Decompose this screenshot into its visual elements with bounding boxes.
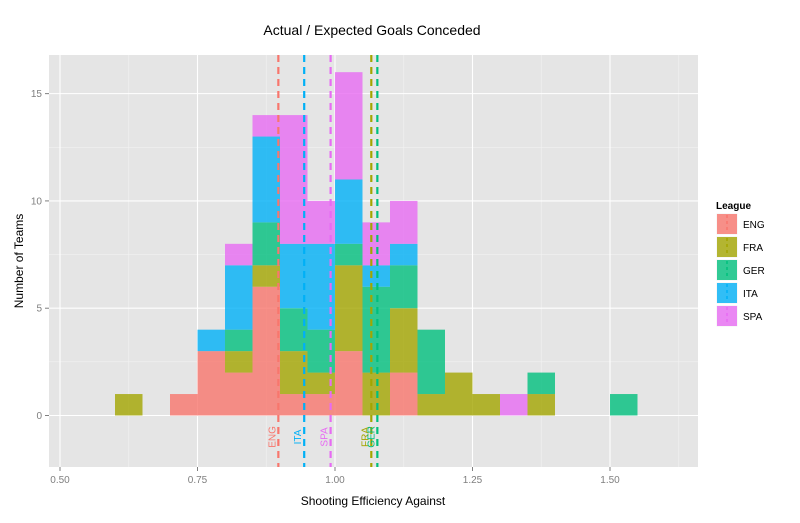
bar-ger — [252, 222, 280, 266]
bars — [115, 72, 638, 416]
bar-ger — [610, 394, 638, 416]
bar-spa — [500, 394, 528, 416]
legend-label-spa: SPA — [743, 312, 763, 323]
bar-eng — [170, 394, 198, 416]
x-tick-label: 1.00 — [325, 475, 345, 486]
bar-fra — [390, 308, 418, 373]
mean-line-label-ita: ITA — [293, 429, 304, 444]
bar-spa — [335, 72, 363, 180]
bar-eng — [280, 394, 308, 416]
bar-eng — [390, 372, 418, 416]
bar-spa — [225, 243, 253, 266]
bar-fra — [280, 351, 308, 395]
mean-line-label-ger: GER — [366, 426, 377, 448]
bar-ita — [390, 243, 418, 266]
bar-ger — [527, 372, 555, 395]
bar-ger — [280, 308, 308, 352]
bar-ita — [225, 265, 253, 330]
bar-fra — [417, 394, 445, 416]
y-tick-label: 15 — [31, 89, 43, 100]
bar-ita — [197, 329, 225, 352]
legend-label-eng: ENG — [743, 220, 765, 231]
bar-eng — [335, 351, 363, 416]
bar-fra — [445, 372, 473, 416]
x-tick-label: 1.50 — [600, 475, 620, 486]
bar-fra — [472, 394, 500, 416]
bar-ger — [225, 329, 253, 352]
bar-eng — [307, 394, 335, 416]
bar-fra — [252, 265, 280, 287]
x-tick-label: 1.25 — [463, 475, 483, 486]
x-axis-title: Shooting Efficiency Against — [301, 494, 446, 508]
x-tick-label: 0.75 — [188, 475, 208, 486]
legend-label-ger: GER — [743, 266, 765, 277]
bar-spa — [280, 115, 308, 244]
legend: League ENG FRA GER ITA SPA — [715, 201, 765, 328]
bar-ger — [417, 329, 445, 395]
y-tick-label: 10 — [31, 196, 43, 207]
bar-spa — [252, 115, 280, 137]
bar-spa — [390, 200, 418, 244]
mean-line-label-eng: ENG — [267, 426, 278, 448]
bar-ita — [252, 136, 280, 223]
mean-line-label-spa: SPA — [320, 427, 331, 447]
chart-title: Actual / Expected Goals Conceded — [263, 22, 480, 38]
legend-title: League — [716, 201, 751, 212]
bar-fra — [307, 372, 335, 395]
bar-fra — [527, 394, 555, 416]
y-axis-title: Number of Teams — [12, 214, 26, 308]
bar-fra — [335, 265, 363, 352]
bar-ita — [335, 179, 363, 244]
legend-label-ita: ITA — [743, 289, 758, 300]
bar-eng — [225, 372, 253, 416]
bar-fra — [225, 351, 253, 373]
axes: 0.50 0.75 1.00 1.25 1.50 0 5 10 15 — [31, 89, 620, 486]
bar-fra — [115, 394, 143, 416]
x-tick-label: 0.50 — [50, 475, 70, 486]
legend-label-fra: FRA — [743, 243, 763, 254]
y-tick-label: 0 — [36, 411, 42, 422]
bar-eng — [252, 286, 280, 416]
y-tick-label: 5 — [36, 304, 42, 315]
mean-line-label-fra: FRA — [360, 427, 371, 447]
bar-eng — [197, 351, 225, 416]
bar-ita — [280, 243, 308, 309]
bar-ger — [335, 243, 363, 266]
bar-ger — [390, 265, 418, 309]
